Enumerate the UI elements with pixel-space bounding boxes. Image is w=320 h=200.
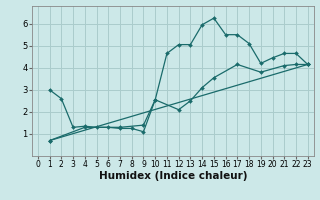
- X-axis label: Humidex (Indice chaleur): Humidex (Indice chaleur): [99, 171, 247, 181]
